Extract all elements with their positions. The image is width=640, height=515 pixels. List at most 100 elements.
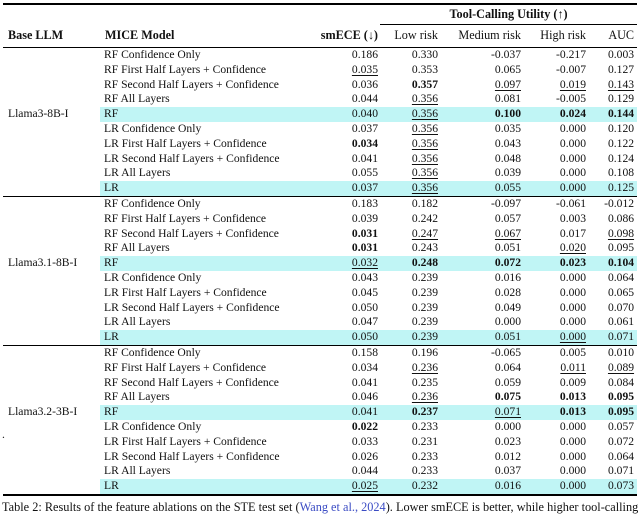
mice-model-label: RF [100, 405, 308, 420]
mice-model-label: LR Confidence Only [104, 121, 202, 135]
medium-risk-value: 0.043 [494, 136, 521, 150]
table-row: LR Second Half Layers + Confidence 0.041 0… [3, 152, 637, 167]
mice-model-label: RF First Half Layers + Confidence [104, 211, 267, 225]
table-row: RF Confidence Only 0.158 0.196 -0.065 0.005 0… [3, 344, 638, 361]
smece-value: 0.034 [351, 360, 378, 374]
auc-value: 0.120 [607, 121, 635, 135]
low-risk-value: 0.233 [411, 449, 438, 463]
medium-risk-value: 0.055 [494, 181, 521, 195]
base-llm-label [3, 212, 100, 227]
smece-value: 0.158 [351, 345, 378, 359]
high-risk-value: 0.024 [559, 107, 586, 121]
base-llm-label: Llama3-8B-I [8, 107, 69, 121]
low-risk-value: 0.248 [411, 256, 438, 270]
caption-prefix: Table 2: Results of the feature ablation… [2, 500, 300, 514]
high-risk-value: -0.005 [556, 92, 586, 106]
auc-value: 0.061 [607, 315, 635, 329]
medium-risk-value: 0.057 [494, 211, 521, 225]
high-risk-value: 0.000 [559, 136, 586, 150]
table-row: RF Second Half Layers + Confidence 0.036 0… [3, 78, 637, 93]
high-risk-value: 0.019 [559, 77, 586, 91]
caption-suffix: ). Lower smECE is better, while higher t… [385, 500, 638, 514]
smece-value: 0.036 [351, 77, 378, 91]
auc-value: 0.064 [607, 270, 635, 284]
low-risk-value: 0.232 [411, 479, 438, 493]
col-header-mice-model: MICE Model [100, 24, 308, 48]
high-risk-value: -0.217 [556, 48, 586, 61]
group-header-row: Tool-Calling Utility (↑) [3, 4, 638, 25]
smece-value: 0.037 [351, 121, 378, 135]
high-risk-value: 0.000 [559, 315, 586, 329]
medium-risk-value: 0.064 [494, 360, 521, 374]
smece-value: 0.026 [351, 449, 378, 463]
medium-risk-value: 0.065 [494, 62, 521, 76]
mice-model-label: LR First Half Layers + Confidence [104, 136, 267, 150]
high-risk-value: 0.000 [559, 181, 586, 195]
medium-risk-value: -0.065 [491, 345, 521, 359]
base-llm-label [3, 63, 100, 78]
table-body: RF Confidence Only 0.186 0.330 -0.037 -0.217… [3, 48, 638, 495]
smece-value: 0.040 [351, 107, 378, 121]
base-llm-label [3, 315, 100, 330]
high-risk-value: 0.000 [559, 300, 586, 314]
auc-value: 0.073 [607, 479, 635, 493]
smece-value: 0.031 [351, 226, 378, 240]
mice-model-label: RF First Half Layers + Confidence [104, 360, 267, 374]
low-risk-value: 0.330 [411, 48, 438, 61]
base-llm-label [3, 330, 100, 345]
auc-value: 0.071 [607, 464, 635, 478]
auc-value: 0.122 [607, 136, 635, 150]
low-risk-value: 0.356 [411, 181, 438, 195]
smece-value: 0.043 [351, 270, 378, 284]
table-row: RF First Half Layers + Confidence 0.034 0.… [3, 361, 637, 376]
smece-value: 0.041 [351, 405, 378, 419]
base-llm-label [3, 361, 100, 376]
mice-model-label: RF Confidence Only [100, 344, 308, 361]
base-llm-label [3, 195, 100, 212]
table-row: LR Confidence Only 0.022 0.233 0.000 0.000 0.… [3, 420, 637, 435]
table-row: RF All Layers 0.044 0.356 0.081 -0.005 0.129 [3, 92, 637, 107]
medium-risk-value: -0.037 [491, 48, 521, 61]
medium-risk-value: 0.081 [494, 92, 521, 106]
medium-risk-value: 0.016 [494, 479, 521, 493]
col-header-base-llm: Base LLM [3, 24, 100, 48]
high-risk-value: -0.007 [556, 62, 586, 76]
base-llm-label [3, 479, 100, 495]
high-risk-value: 0.000 [559, 434, 586, 448]
auc-value: 0.095 [607, 241, 635, 255]
medium-risk-value: 0.037 [494, 464, 521, 478]
low-risk-value: 0.231 [411, 434, 438, 448]
auc-value: -0.012 [604, 196, 635, 210]
high-risk-value: 0.013 [559, 390, 586, 404]
base-llm-label [3, 48, 100, 63]
medium-risk-value: 0.016 [494, 270, 521, 284]
smece-value: 0.041 [351, 375, 378, 389]
mice-model-label: LR [100, 330, 308, 346]
low-risk-value: 0.356 [411, 92, 438, 106]
low-risk-value: 0.239 [411, 315, 438, 329]
medium-risk-value: 0.012 [494, 449, 521, 463]
citation-link[interactable]: Wang et al., 2024 [299, 500, 386, 514]
medium-risk-value: 0.048 [494, 151, 521, 165]
medium-risk-value: 0.049 [494, 300, 521, 314]
mice-model-label: RF [100, 256, 308, 271]
smece-value: 0.032 [351, 256, 378, 270]
base-llm-label [3, 286, 100, 301]
low-risk-value: 0.356 [411, 136, 438, 150]
base-llm-label [3, 137, 100, 152]
high-risk-value: 0.020 [559, 241, 586, 255]
ablation-results-table: Tool-Calling Utility (↑) Base LLM MICE M… [3, 3, 638, 496]
group-header-spacer [3, 4, 380, 25]
high-risk-value: 0.000 [559, 166, 586, 180]
medium-risk-value: 0.000 [494, 419, 521, 433]
auc-value: 0.095 [607, 390, 635, 404]
medium-risk-value: 0.059 [494, 375, 521, 389]
low-risk-value: 0.353 [411, 62, 438, 76]
col-header-auc: AUC [588, 24, 638, 48]
col-header-low-risk: Low risk [380, 24, 440, 48]
high-risk-value: 0.005 [559, 345, 586, 359]
base-llm-label: Llama3.2-3B-I [8, 405, 78, 419]
table-row: LR 0.050 0.239 0.051 0.000 0.071 [3, 330, 638, 346]
smece-value: 0.044 [351, 464, 378, 478]
